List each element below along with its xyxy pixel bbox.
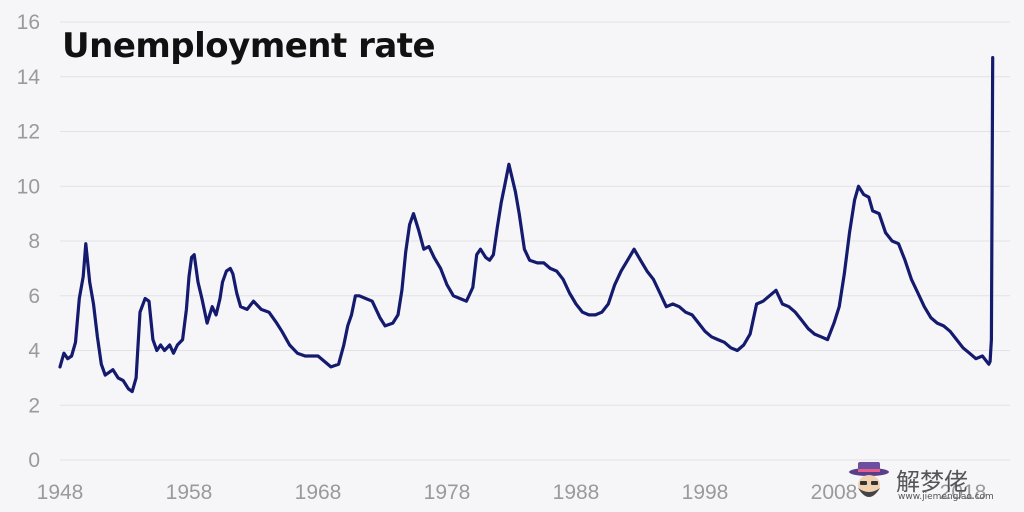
chart-title: Unemployment rate [62,26,436,66]
y-tick-label: 14 [17,66,41,89]
y-tick-label: 16 [17,11,40,34]
watermark-text: 解梦佬 [896,468,968,496]
watermark-url: www.jiemenglao.com [898,492,994,502]
y-tick-label: 6 [28,285,40,308]
x-tick-label: 1948 [37,481,84,504]
x-tick-label: 2008 [811,481,858,504]
x-tick-label: 1998 [682,481,729,504]
x-tick-label: 1978 [424,481,471,504]
y-tick-label: 8 [28,230,40,253]
y-tick-label: 4 [28,340,40,363]
y-axis-ticks: 0 2 4 6 8 10 12 14 16 [17,11,41,472]
x-tick-label: 1968 [295,481,342,504]
x-tick-label: 2018 [940,481,987,504]
x-tick-label: 1958 [166,481,213,504]
x-tick-label: 1988 [553,481,600,504]
watermark-logo: 解梦佬 www.jiemenglao.com [846,458,1016,508]
bearded-man-hat-icon [849,462,889,497]
series-group [58,55,995,394]
gridlines [60,21,1010,461]
y-tick-label: 0 [28,449,40,472]
x-axis-ticks: 1948 1958 1968 1978 1988 1998 2008 2018 [37,481,987,504]
series-line-0 [58,55,995,394]
y-tick-label: 12 [17,121,40,144]
y-tick-label: 10 [17,175,40,198]
y-tick-label: 2 [28,394,40,417]
